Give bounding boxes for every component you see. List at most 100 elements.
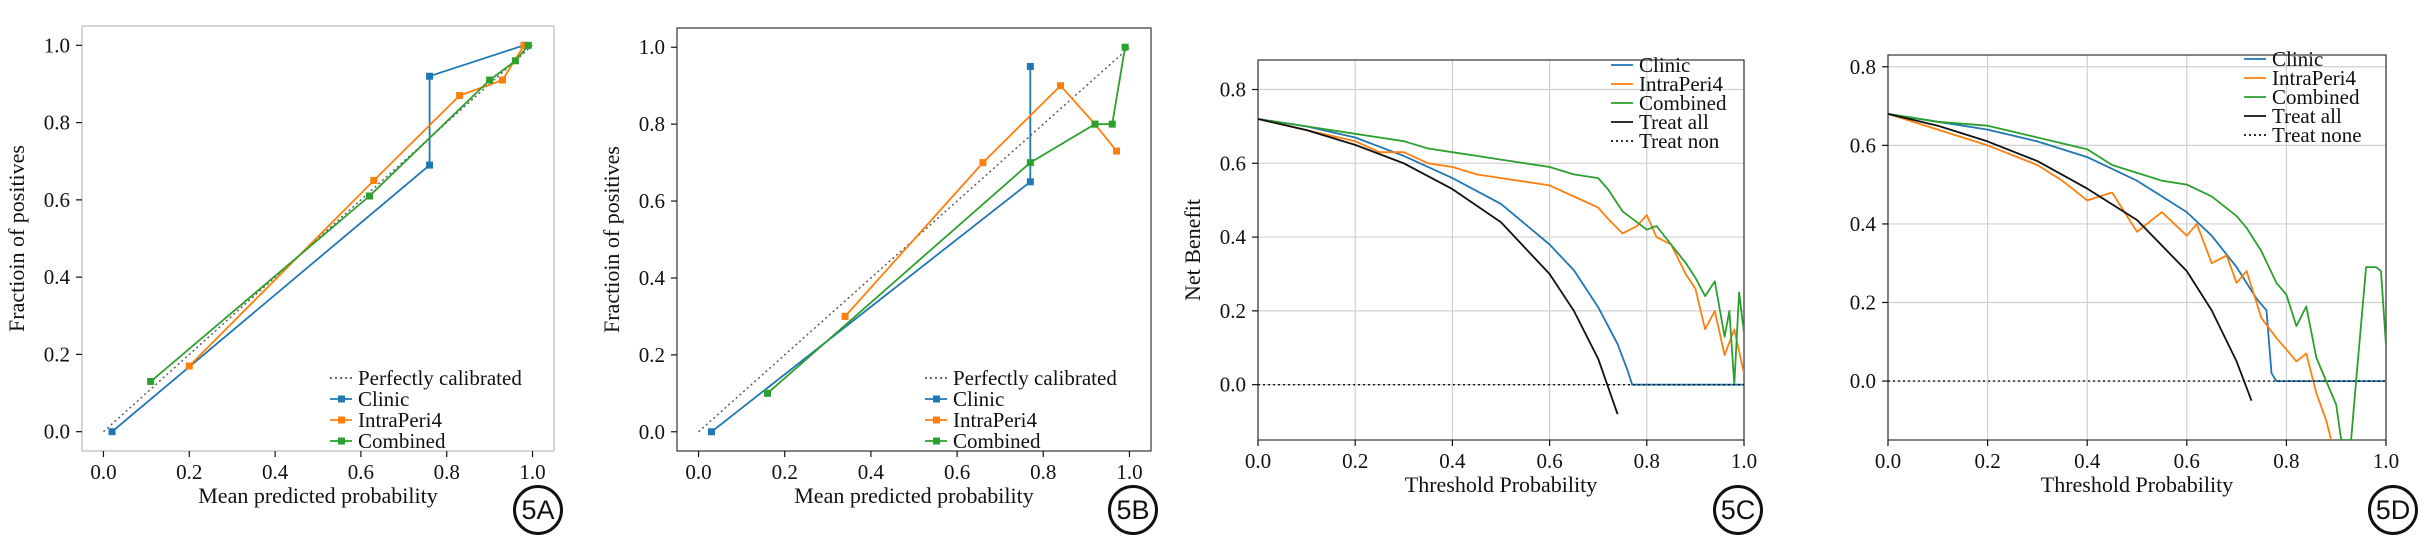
legend-marker xyxy=(933,395,940,403)
y-tick-label: 0.2 xyxy=(1220,299,1246,323)
panel-label: 5C xyxy=(1713,485,1763,535)
x-tick-label: 0.6 xyxy=(348,460,374,484)
y-tick-label: 0.8 xyxy=(44,111,70,135)
y-tick-label: 0.8 xyxy=(1220,78,1246,102)
y-tick-label: 0.0 xyxy=(44,420,70,444)
data-point xyxy=(370,177,378,185)
data-point xyxy=(486,76,494,84)
chart-panel-5B: 0.0 0.2 0.4 0.6 0.8 1.0 0.0 0.2 0.4 0.6 0.8 1.0 Mean… xyxy=(599,27,1152,508)
legend-label: Clinic xyxy=(358,387,409,411)
x-tick-label: 0.2 xyxy=(772,460,798,484)
data-point xyxy=(763,389,771,397)
data-point xyxy=(499,76,507,84)
data-point xyxy=(426,161,434,169)
panel-label: 5A xyxy=(513,485,563,535)
x-axis-label: Mean predicted probability xyxy=(198,483,437,508)
x-tick-label: 0.6 xyxy=(2174,449,2200,473)
legend-label: Treat all xyxy=(1639,110,1709,134)
legend-label: Treat all xyxy=(2272,104,2342,128)
legend-label: IntraPeri4 xyxy=(358,408,442,432)
legend-label: Combined xyxy=(358,429,446,453)
y-tick-label: 0.4 xyxy=(1850,212,1877,236)
x-tick-label: 0.0 xyxy=(1875,449,1901,473)
legend-marker xyxy=(338,395,345,403)
chart-panel-5A: 0.0 0.2 0.4 0.6 0.8 1.0 0.0 0.2 0.4 0.6 0.8 1.0 Mean… xyxy=(4,25,555,508)
data-point xyxy=(147,377,155,385)
y-tick-label: 0.8 xyxy=(1850,55,1876,79)
x-tick-label: 0.8 xyxy=(2273,449,2299,473)
x-tick-label: 0.6 xyxy=(944,460,970,484)
data-point xyxy=(456,92,464,100)
x-tick-label: 0.2 xyxy=(1342,449,1368,473)
x-tick-label: 0.2 xyxy=(176,460,202,484)
legend-label: Perfectly calibrated xyxy=(358,366,522,390)
series-line-perfectly-calibrated xyxy=(698,46,1130,433)
x-tick-label: 0.8 xyxy=(1634,449,1660,473)
series-line-treat-all xyxy=(1888,113,2253,402)
plot-frame xyxy=(1887,54,2387,441)
x-tick-label: 0.0 xyxy=(90,460,116,484)
data-point xyxy=(979,159,987,167)
data-point xyxy=(1026,178,1034,186)
legend-label: Perfectly calibrated xyxy=(953,366,1117,390)
y-tick-label: 0.4 xyxy=(44,265,71,289)
series-line-clinic xyxy=(111,44,525,433)
series-line-treat-all xyxy=(1258,118,1619,415)
y-axis-label: Fractioin of positives xyxy=(599,146,624,333)
y-axis-label: Net Benefit xyxy=(1180,199,1205,301)
y-tick-label: 0.4 xyxy=(1220,225,1247,249)
plot-area xyxy=(1888,113,2386,440)
legend-label: Combined xyxy=(953,429,1041,453)
legend: Perfectly calibratedClinicIntraPeri4Comb… xyxy=(330,366,522,453)
y-tick-label: 0.8 xyxy=(639,112,665,136)
legend-label: Combined xyxy=(2272,85,2360,109)
chart-panel-5D: 0.0 0.2 0.4 0.6 0.8 1.0 0.0 0.2 0.4 0.6 0.8 Thresho… xyxy=(1850,47,2399,497)
y-tick-label: 0.6 xyxy=(44,188,70,212)
data-point xyxy=(1026,62,1034,70)
plot-area xyxy=(103,41,533,436)
y-tick-label: 0.0 xyxy=(1850,369,1876,393)
series-line-intraperi4 xyxy=(1258,118,1744,374)
legend-label: Treat none xyxy=(2272,123,2362,147)
chart-panel-5C: 0.0 0.2 0.4 0.6 0.8 1.0 0.0 0.2 0.4 0.6 0.8 Thresho… xyxy=(1180,53,1757,497)
x-tick-label: 0.4 xyxy=(262,460,289,484)
y-tick-label: 0.2 xyxy=(639,343,665,367)
x-axis-label: Mean predicted probability xyxy=(794,483,1033,508)
plot-frame xyxy=(676,27,1152,452)
series-line-clinic xyxy=(1888,113,2386,383)
series-line-perfectly-calibrated xyxy=(103,44,533,433)
legend-label: Combined xyxy=(1639,91,1727,115)
x-tick-label: 1.0 xyxy=(2373,449,2399,473)
x-tick-label: 1.0 xyxy=(519,460,545,484)
y-tick-label: 0.6 xyxy=(1850,133,1876,157)
x-axis-label: Threshold Probability xyxy=(1405,472,1597,497)
data-point xyxy=(1057,82,1065,90)
series-line-intraperi4 xyxy=(188,44,525,367)
data-point xyxy=(1121,43,1129,51)
y-tick-label: 0.0 xyxy=(639,420,665,444)
data-point xyxy=(707,428,715,436)
series-line-clinic xyxy=(1258,118,1744,386)
data-point xyxy=(108,428,116,436)
data-point xyxy=(365,192,373,200)
data-point xyxy=(1108,120,1116,128)
data-point xyxy=(511,57,519,65)
plot-frame xyxy=(1257,59,1745,441)
x-tick-label: 0.8 xyxy=(434,460,460,484)
data-point xyxy=(1113,147,1121,155)
x-tick-label: 0.4 xyxy=(858,460,885,484)
plot-frame xyxy=(81,25,555,452)
legend-label: IntraPeri4 xyxy=(953,408,1037,432)
legend-label: Treat non xyxy=(1639,129,1720,153)
legend-marker xyxy=(338,416,345,424)
series-line-intraperi4 xyxy=(844,84,1118,318)
legend-label: Clinic xyxy=(1639,53,1690,77)
legend-marker xyxy=(338,437,345,445)
x-tick-label: 0.4 xyxy=(1439,449,1466,473)
y-axis-label: Fractioin of positives xyxy=(4,145,29,332)
y-tick-label: 1.0 xyxy=(639,35,665,59)
y-tick-label: 0.2 xyxy=(44,342,70,366)
legend-label: Clinic xyxy=(2272,47,2323,71)
